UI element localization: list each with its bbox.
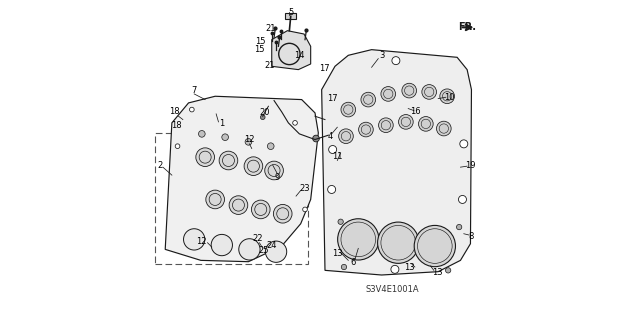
Circle shape	[419, 116, 433, 131]
Text: 1: 1	[219, 119, 225, 128]
Polygon shape	[272, 31, 310, 70]
Circle shape	[379, 118, 393, 132]
Text: 19: 19	[465, 161, 476, 170]
Circle shape	[239, 239, 260, 260]
Circle shape	[391, 265, 399, 273]
Circle shape	[328, 185, 335, 193]
Circle shape	[198, 130, 205, 137]
Text: 12: 12	[244, 135, 255, 144]
Text: S3V4E1001A: S3V4E1001A	[365, 285, 419, 294]
Text: 13: 13	[432, 268, 442, 277]
Circle shape	[268, 143, 274, 150]
Circle shape	[341, 264, 347, 270]
Text: 4: 4	[328, 132, 333, 141]
Circle shape	[402, 83, 417, 98]
Circle shape	[260, 115, 265, 120]
Circle shape	[184, 229, 205, 250]
Circle shape	[338, 219, 343, 224]
Circle shape	[358, 122, 373, 137]
Circle shape	[252, 200, 270, 219]
Text: 9: 9	[275, 173, 280, 182]
Circle shape	[445, 268, 451, 273]
Bar	[285, 13, 296, 19]
Circle shape	[229, 196, 248, 214]
Circle shape	[313, 135, 319, 142]
Circle shape	[175, 144, 180, 149]
Text: FR.: FR.	[458, 22, 476, 32]
Text: 23: 23	[300, 184, 310, 193]
Circle shape	[329, 145, 337, 153]
Text: 5: 5	[288, 8, 293, 17]
Text: 22: 22	[252, 234, 262, 243]
Text: 17: 17	[319, 64, 330, 73]
Circle shape	[440, 89, 454, 104]
Text: 6: 6	[350, 258, 355, 267]
Circle shape	[206, 190, 225, 209]
Circle shape	[458, 196, 467, 204]
Text: 7: 7	[191, 86, 197, 95]
Text: 11: 11	[332, 152, 342, 161]
Text: 8: 8	[468, 232, 474, 241]
Polygon shape	[322, 50, 472, 275]
Text: 15: 15	[254, 45, 265, 54]
Text: 12: 12	[196, 237, 207, 246]
Text: 25: 25	[259, 246, 269, 255]
Circle shape	[303, 207, 307, 212]
Circle shape	[456, 224, 462, 230]
Circle shape	[245, 138, 252, 145]
Text: 21: 21	[266, 24, 276, 33]
Circle shape	[189, 107, 194, 112]
Text: 20: 20	[260, 108, 270, 117]
Circle shape	[265, 161, 284, 180]
Circle shape	[266, 241, 287, 262]
Text: 21: 21	[264, 61, 275, 70]
Circle shape	[460, 140, 468, 148]
Text: 10: 10	[444, 93, 454, 102]
Text: 17: 17	[327, 94, 338, 103]
Circle shape	[436, 121, 451, 136]
Circle shape	[341, 102, 356, 117]
Text: 2: 2	[157, 161, 162, 170]
Circle shape	[392, 57, 400, 65]
Text: 16: 16	[410, 108, 421, 116]
Text: 24: 24	[266, 241, 277, 249]
Circle shape	[422, 85, 436, 99]
Circle shape	[414, 226, 456, 267]
Circle shape	[292, 121, 298, 125]
Text: 15: 15	[255, 38, 266, 47]
Circle shape	[196, 148, 214, 167]
Circle shape	[273, 204, 292, 223]
Text: 18: 18	[171, 121, 182, 130]
Circle shape	[338, 219, 379, 260]
Text: 14: 14	[294, 51, 305, 60]
Text: 13: 13	[404, 263, 415, 271]
Polygon shape	[165, 96, 318, 262]
Circle shape	[339, 129, 353, 144]
Circle shape	[399, 115, 413, 129]
Circle shape	[211, 234, 232, 256]
Circle shape	[244, 157, 263, 175]
Circle shape	[222, 134, 228, 141]
Text: 3: 3	[379, 51, 384, 60]
Text: 13: 13	[332, 249, 342, 258]
Circle shape	[381, 86, 396, 101]
Circle shape	[378, 222, 419, 263]
Text: 18: 18	[169, 108, 179, 116]
Circle shape	[361, 92, 376, 107]
Circle shape	[219, 151, 238, 170]
